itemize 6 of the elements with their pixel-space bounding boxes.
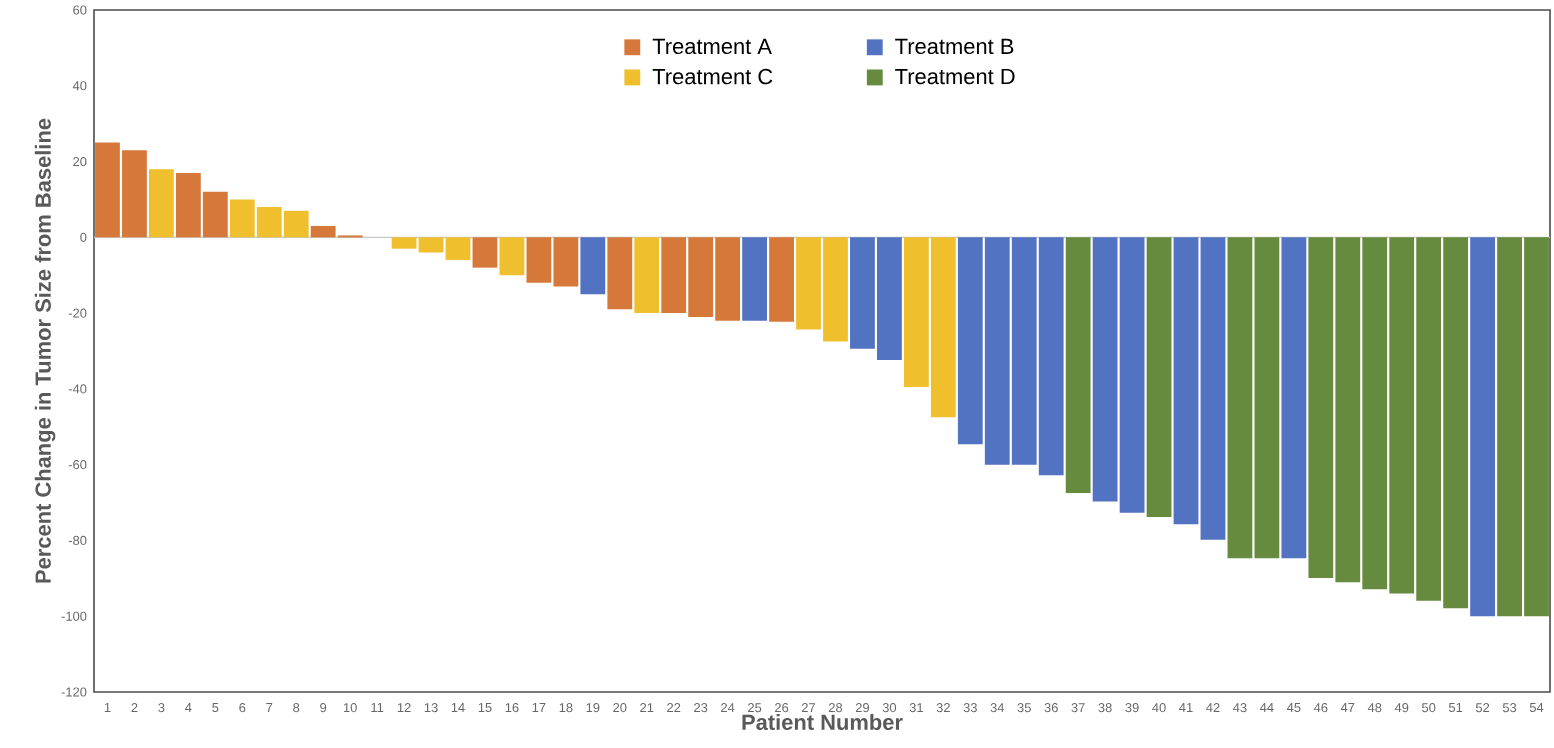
legend-label: Treatment C xyxy=(652,68,773,85)
y-axis-title: Percent Change in Tumor Size from Baseline xyxy=(34,118,56,583)
legend-label: Treatment A xyxy=(652,38,772,55)
x-axis-title: Patient Number xyxy=(742,713,903,731)
legend-label: Treatment D xyxy=(895,68,1015,85)
legend-label: Treatment B xyxy=(895,38,1014,55)
